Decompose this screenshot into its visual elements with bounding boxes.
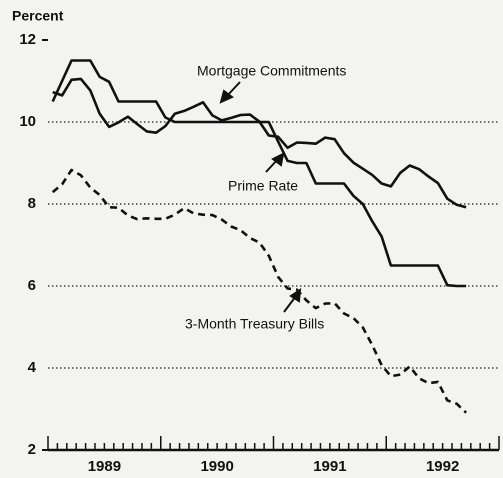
series-label: Prime Rate [228,178,298,194]
y-tick-label: 6 [28,277,36,294]
y-tick-label: 12 [19,31,36,48]
series-line [51,168,467,414]
y-axis-label: Percent [12,8,64,24]
arrowhead [219,89,234,104]
annotation-arrows [219,81,302,313]
x-tick-label: 1989 [88,458,121,475]
arrowhead [271,152,285,167]
y-tick-label: 4 [28,359,37,376]
y-tick-label: 2 [28,441,36,458]
x-tick-label: 1992 [426,458,459,475]
y-tick-label: 8 [28,195,36,212]
y-tick-label: 10 [19,113,36,130]
series-label: Mortgage Commitments [197,63,346,79]
series-label: 3-Month Treasury Bills [185,316,324,332]
arrowhead [289,288,302,303]
x-tick-label: 1990 [200,458,233,475]
series-line [51,59,467,288]
x-tick-label: 1991 [313,458,346,475]
